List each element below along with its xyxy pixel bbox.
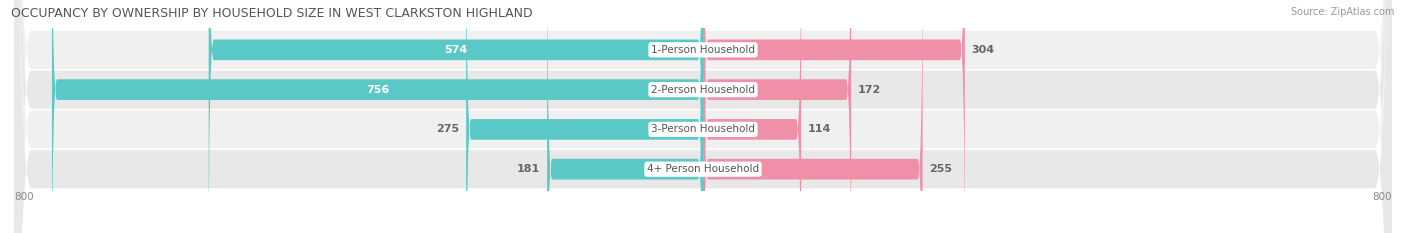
Text: 4+ Person Household: 4+ Person Household	[647, 164, 759, 174]
Text: 304: 304	[972, 45, 995, 55]
FancyBboxPatch shape	[547, 0, 703, 233]
Text: 574: 574	[444, 45, 467, 55]
FancyBboxPatch shape	[208, 0, 703, 233]
FancyBboxPatch shape	[14, 0, 1392, 233]
Text: Source: ZipAtlas.com: Source: ZipAtlas.com	[1291, 7, 1395, 17]
FancyBboxPatch shape	[703, 0, 965, 233]
Text: 114: 114	[808, 124, 831, 134]
Text: 255: 255	[929, 164, 952, 174]
Text: 1-Person Household: 1-Person Household	[651, 45, 755, 55]
Text: 800: 800	[14, 192, 34, 202]
FancyBboxPatch shape	[703, 0, 801, 233]
FancyBboxPatch shape	[14, 0, 1392, 233]
Text: 2-Person Household: 2-Person Household	[651, 85, 755, 95]
Text: 756: 756	[366, 85, 389, 95]
FancyBboxPatch shape	[14, 0, 1392, 233]
FancyBboxPatch shape	[52, 0, 703, 233]
FancyBboxPatch shape	[703, 0, 922, 233]
Text: 181: 181	[517, 164, 540, 174]
Text: 800: 800	[1372, 192, 1392, 202]
Text: 3-Person Household: 3-Person Household	[651, 124, 755, 134]
Text: 275: 275	[436, 124, 460, 134]
FancyBboxPatch shape	[703, 0, 851, 233]
Text: OCCUPANCY BY OWNERSHIP BY HOUSEHOLD SIZE IN WEST CLARKSTON HIGHLAND: OCCUPANCY BY OWNERSHIP BY HOUSEHOLD SIZE…	[11, 7, 533, 20]
FancyBboxPatch shape	[14, 0, 1392, 233]
FancyBboxPatch shape	[467, 0, 703, 233]
Text: 172: 172	[858, 85, 882, 95]
